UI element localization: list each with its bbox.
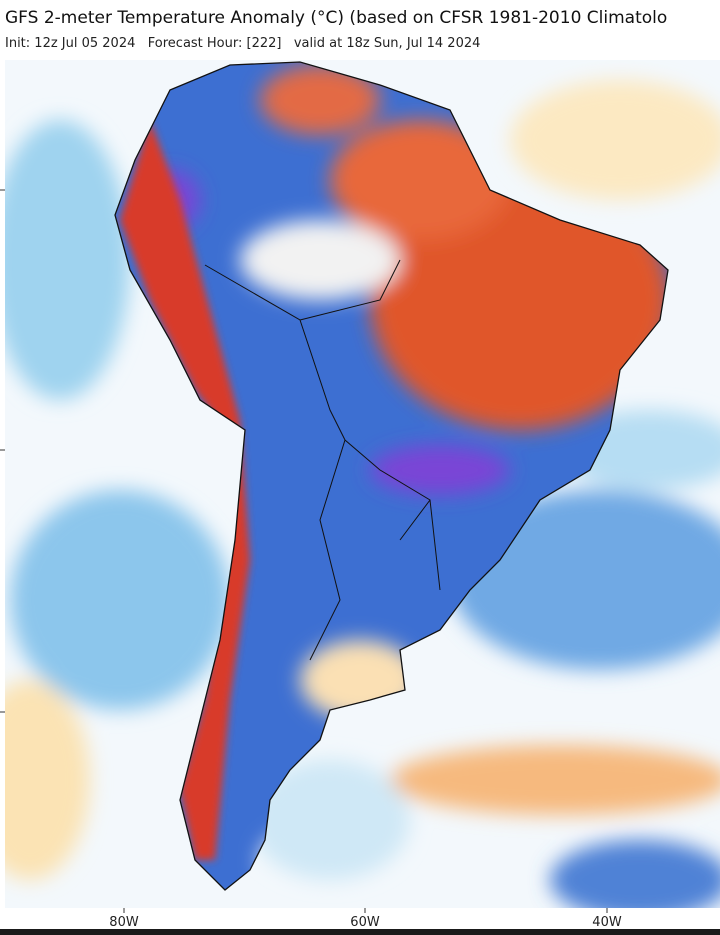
lon-label: 80W xyxy=(109,915,139,930)
title: GFS 2-meter Temperature Anomaly (°C) (ba… xyxy=(5,8,668,28)
map-field xyxy=(5,60,720,908)
lon-label: 40W xyxy=(592,915,622,930)
lon-labels: 80W 60W 40W xyxy=(109,908,622,930)
borders xyxy=(204,259,441,661)
bottom-bar xyxy=(0,929,720,935)
lon-label: 60W xyxy=(350,915,380,930)
subtitle: Init: 12z Jul 05 2024 Forecast Hour: [22… xyxy=(5,36,481,51)
ocean-anomaly xyxy=(5,80,720,908)
